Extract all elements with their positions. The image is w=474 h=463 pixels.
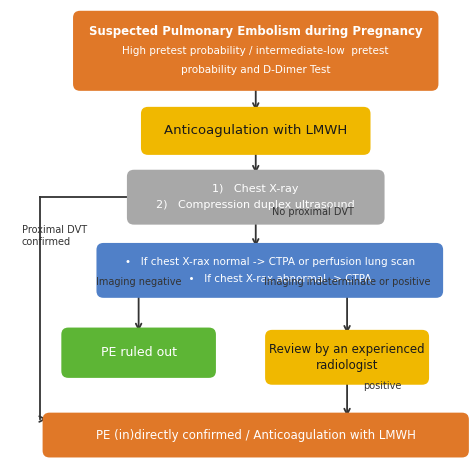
Text: Proximal DVT
confirmed: Proximal DVT confirmed: [21, 225, 87, 247]
Text: No proximal DVT: No proximal DVT: [272, 207, 354, 217]
Text: Review by an experienced: Review by an experienced: [269, 343, 425, 356]
FancyBboxPatch shape: [43, 413, 469, 457]
Text: radiologist: radiologist: [316, 359, 378, 372]
Text: PE ruled out: PE ruled out: [100, 346, 177, 359]
Text: probability and D-Dimer Test: probability and D-Dimer Test: [181, 65, 330, 75]
Text: positive: positive: [364, 381, 402, 391]
Text: High pretest probability / intermediate-low  pretest: High pretest probability / intermediate-…: [122, 46, 389, 56]
FancyBboxPatch shape: [61, 327, 216, 378]
FancyBboxPatch shape: [73, 11, 438, 91]
Text: •   If chest X-rax abnormal -> CTPA: • If chest X-rax abnormal -> CTPA: [169, 274, 371, 284]
FancyBboxPatch shape: [265, 330, 429, 385]
FancyBboxPatch shape: [141, 107, 371, 155]
FancyBboxPatch shape: [97, 243, 443, 298]
Text: PE (in)directly confirmed / Anticoagulation with LMWH: PE (in)directly confirmed / Anticoagulat…: [96, 429, 416, 442]
Text: Imaging indeterminate or positive: Imaging indeterminate or positive: [264, 277, 430, 288]
FancyBboxPatch shape: [127, 170, 384, 225]
Text: Suspected Pulmonary Embolism during Pregnancy: Suspected Pulmonary Embolism during Preg…: [89, 25, 422, 38]
Text: •   If chest X-rax normal -> CTPA or perfusion lung scan: • If chest X-rax normal -> CTPA or perfu…: [125, 257, 415, 267]
Text: Imaging negative: Imaging negative: [96, 277, 182, 288]
Text: 1)   Chest X-ray: 1) Chest X-ray: [212, 184, 299, 194]
Text: 2)   Compression duplex ultrasound: 2) Compression duplex ultrasound: [156, 200, 355, 210]
Text: Anticoagulation with LMWH: Anticoagulation with LMWH: [164, 125, 347, 138]
